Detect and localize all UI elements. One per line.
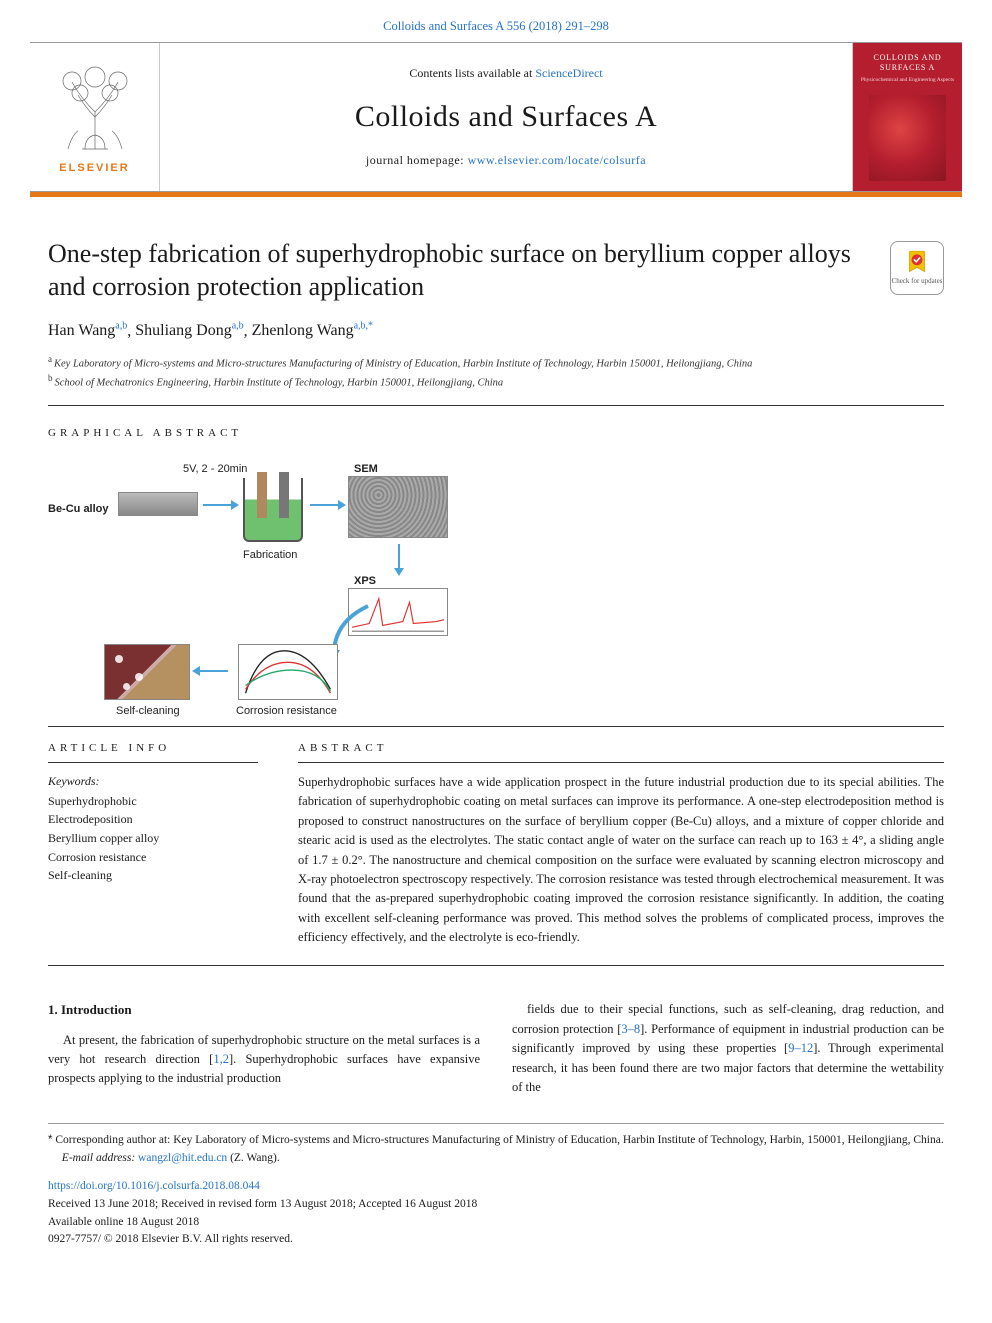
email-line: E-mail address: wangzl@hit.edu.cn (Z. Wa… [48, 1150, 944, 1168]
author-0[interactable]: Han Wanga,b [48, 322, 127, 339]
elsevier-tree-icon [50, 57, 140, 157]
keyword-2: Beryllium copper alloy [48, 829, 258, 848]
authors: Han Wanga,b, Shuliang Donga,b, Zhenlong … [48, 320, 944, 343]
email-name: (Z. Wang). [230, 1152, 280, 1164]
abstract: ABSTRACT Superhydrophobic surfaces have … [298, 741, 944, 948]
ga-arrow-3 [398, 544, 400, 570]
masthead: ELSEVIER Contents lists available at Sci… [30, 42, 962, 192]
publisher-wordmark: ELSEVIER [59, 161, 129, 176]
ga-selfclean-image [104, 644, 190, 700]
aff-a-mark: a [48, 354, 52, 364]
body-col1-text: At present, the fabrication of superhydr… [48, 1033, 480, 1086]
email-link[interactable]: wangzl@hit.edu.cn [138, 1152, 227, 1164]
author-0-marks: a,b [115, 321, 127, 332]
ga-arrow-1 [203, 504, 233, 506]
affiliations: aKey Laboratory of Micro-systems and Mic… [48, 353, 944, 392]
keywords-label: Keywords: [48, 773, 258, 790]
cover-title: COLLOIDS AND SURFACES A [859, 53, 956, 74]
article-title: One-step fabrication of superhydrophobic… [48, 237, 866, 305]
ga-arrow-2 [310, 504, 340, 506]
ga-fabrication-label: Fabrication [243, 548, 297, 563]
check-updates-badge[interactable]: Check for updates [890, 241, 944, 295]
ga-substrate-label: Be-Cu alloy [48, 502, 109, 517]
divider [298, 762, 944, 763]
citation[interactable]: Colloids and Surfaces A 556 (2018) 291–2… [0, 0, 992, 42]
cover-subtitle: Physicochemical and Engineering Aspects [861, 77, 954, 85]
article-info-label: ARTICLE INFO [48, 741, 258, 756]
graphical-abstract: Be-Cu alloy 5V, 2 - 20min Fabrication SE… [48, 452, 528, 712]
sciencedirect-link[interactable]: ScienceDirect [535, 66, 602, 80]
journal-cover-thumbnail[interactable]: COLLOIDS AND SURFACES A Physicochemical … [852, 43, 962, 191]
email-label: E-mail address: [62, 1152, 135, 1164]
body-para-1: At present, the fabrication of superhydr… [48, 1031, 480, 1089]
author-1-name: Shuliang Dong [135, 322, 231, 339]
divider [48, 1123, 944, 1124]
author-0-name: Han Wang [48, 322, 115, 339]
ga-selfclean-label: Self-cleaning [116, 704, 180, 719]
author-1-marks: a,b [232, 321, 244, 332]
keyword-1: Electrodeposition [48, 810, 258, 829]
bookmark-check-icon [904, 249, 930, 275]
ga-arrow-5 [198, 670, 228, 672]
online-date: Available online 18 August 2018 [48, 1214, 944, 1232]
history: Received 13 June 2018; Received in revis… [48, 1196, 944, 1214]
contents-prefix: Contents lists available at [409, 66, 535, 80]
homepage-prefix: journal homepage: [366, 153, 468, 167]
masthead-center: Contents lists available at ScienceDirec… [160, 43, 852, 191]
divider [48, 762, 258, 763]
keyword-0: Superhydrophobic [48, 792, 258, 811]
keywords-list: Superhydrophobic Electrodeposition Beryl… [48, 792, 258, 885]
graphical-abstract-label: GRAPHICAL ABSTRACT [48, 426, 944, 441]
keyword-3: Corrosion resistance [48, 848, 258, 867]
body-para-2: fields due to their special functions, s… [512, 1000, 944, 1097]
article-info: ARTICLE INFO Keywords: Superhydrophobic … [48, 741, 258, 948]
ga-substrate-bar [118, 492, 198, 516]
author-1[interactable]: Shuliang Donga,b [135, 322, 243, 339]
cover-art [869, 95, 947, 181]
section-heading: 1. Introduction [48, 1000, 480, 1020]
body-col2-text: fields due to their special functions, s… [512, 1002, 944, 1094]
affiliation-b: bSchool of Mechatronics Engineering, Har… [48, 372, 944, 391]
corr-text: Corresponding author at: Key Laboratory … [55, 1134, 943, 1146]
journal-name: Colloids and Surfaces A [355, 96, 657, 138]
abstract-text: Superhydrophobic surfaces have a wide ap… [298, 773, 944, 947]
affiliation-a: aKey Laboratory of Micro-systems and Mic… [48, 353, 944, 372]
author-2-marks: a,b,* [354, 321, 373, 332]
divider [48, 405, 944, 406]
divider [48, 965, 944, 966]
footer: * Corresponding author at: Key Laborator… [48, 1123, 944, 1249]
aff-b-mark: b [48, 373, 53, 383]
updates-badge-label: Check for updates [892, 277, 943, 287]
body: 1. Introduction At present, the fabricat… [48, 1000, 944, 1097]
keyword-4: Self-cleaning [48, 866, 258, 885]
corr-marker: * [48, 1134, 52, 1146]
contents-line: Contents lists available at ScienceDirec… [409, 65, 602, 82]
body-col-right: fields due to their special functions, s… [512, 1000, 944, 1097]
publisher-logo[interactable]: ELSEVIER [30, 43, 160, 191]
ga-sem-image [348, 476, 448, 538]
ga-beaker [243, 478, 303, 542]
accent-bar [30, 192, 962, 197]
doi-link[interactable]: https://doi.org/10.1016/j.colsurfa.2018.… [48, 1178, 944, 1196]
author-2[interactable]: Zhenlong Wanga,b,* [252, 322, 373, 339]
homepage-line: journal homepage: www.elsevier.com/locat… [366, 152, 646, 169]
abstract-label: ABSTRACT [298, 741, 944, 756]
copyright: 0927-7757/ © 2018 Elsevier B.V. All righ… [48, 1231, 944, 1249]
corresponding-author: * Corresponding author at: Key Laborator… [48, 1132, 944, 1150]
aff-a-text: Key Laboratory of Micro-systems and Micr… [54, 358, 752, 369]
ga-corrosion-label: Corrosion resistance [236, 704, 337, 719]
divider [48, 726, 944, 727]
ga-corrosion-chart [238, 644, 338, 700]
ga-voltage-label: 5V, 2 - 20min [183, 462, 247, 477]
body-col-left: 1. Introduction At present, the fabricat… [48, 1000, 480, 1097]
homepage-link[interactable]: www.elsevier.com/locate/colsurfa [468, 153, 647, 167]
aff-b-text: School of Mechatronics Engineering, Harb… [55, 378, 504, 389]
author-2-name: Zhenlong Wang [252, 322, 354, 339]
